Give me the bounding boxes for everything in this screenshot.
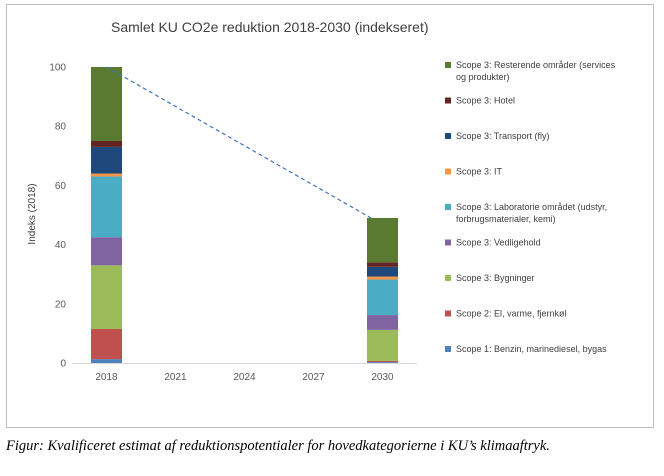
- bar-segment: [91, 141, 122, 147]
- legend-swatch: [445, 168, 451, 175]
- y-tick-label: 0: [60, 359, 66, 370]
- chart-title: Samlet KU CO2e reduktion 2018-2030 (inde…: [111, 19, 429, 35]
- bar-segment: [91, 265, 122, 329]
- x-tick-label: 2024: [233, 372, 256, 383]
- bar-segment: [91, 173, 122, 177]
- bar-segment: [367, 276, 398, 280]
- trend-line: [106, 66, 372, 219]
- bar-segment: [367, 266, 398, 277]
- bar-segment: [91, 67, 122, 141]
- x-tick-label: 2021: [164, 372, 187, 383]
- x-tick-label: 2027: [302, 372, 325, 383]
- y-tick-label: 40: [55, 240, 67, 251]
- figure-caption: Figur: Kvalificeret estimat af reduktion…: [6, 438, 550, 454]
- legend-swatch: [445, 97, 451, 104]
- bar-segment: [367, 360, 398, 363]
- x-tick-label: 2018: [95, 372, 118, 383]
- bar-segment: [91, 146, 122, 174]
- bar-segment: [367, 279, 398, 316]
- y-tick-label: 100: [49, 63, 66, 74]
- legend-label: Scope 3: Resterende områder (services: [456, 60, 616, 70]
- bar-segment: [367, 329, 398, 361]
- stacked-bar-chart: Samlet KU CO2e reduktion 2018-2030 (inde…: [27, 19, 616, 383]
- legend-swatch: [445, 239, 451, 246]
- legend-label: Scope 3: Hotel: [456, 96, 515, 106]
- legend-label: Scope 1: Benzin, marinediesel, bygas: [456, 344, 607, 354]
- plot-area: 0 20 40 60 80 100 2018 2021 2024 2027 2030: [49, 63, 417, 383]
- legend-label: forbrugsmaterialer, kemi): [456, 214, 556, 224]
- chart-container: Samlet KU CO2e reduktion 2018-2030 (inde…: [6, 4, 654, 428]
- legend-label: og produkter): [456, 72, 510, 82]
- legend-swatch: [445, 133, 451, 139]
- x-tick-label: 2030: [371, 372, 394, 383]
- legend-swatch: [445, 204, 451, 210]
- legend-label: Scope 3: Vedligehold: [456, 238, 541, 248]
- legend: Scope 3: Resterende områder (services og …: [445, 60, 616, 354]
- bar-segment: [91, 359, 122, 363]
- bar-segment: [367, 217, 398, 263]
- y-tick-label: 60: [55, 181, 67, 192]
- legend-swatch: [445, 275, 451, 281]
- legend-swatch: [445, 62, 451, 68]
- bar-segment: [91, 237, 122, 266]
- legend-label: Scope 3: Laboratorie området (udstyr,: [456, 202, 607, 212]
- legend-label: Scope 2: El, varme, fjernkøl: [456, 309, 567, 319]
- legend-label: Scope 3: Bygninger: [456, 273, 535, 283]
- legend-swatch: [445, 310, 451, 317]
- bar-segment: [367, 362, 398, 363]
- y-axis-title: Indeks (2018): [27, 183, 38, 244]
- bar-segment: [91, 176, 122, 238]
- y-tick-label: 80: [55, 122, 67, 133]
- bar-segment: [367, 262, 398, 267]
- legend-swatch: [445, 346, 451, 352]
- legend-label: Scope 3: Transport (fly): [456, 131, 550, 141]
- bar-segment: [91, 328, 122, 360]
- legend-label: Scope 3: IT: [456, 167, 503, 177]
- bar-segment: [367, 315, 398, 330]
- y-tick-label: 20: [55, 299, 67, 310]
